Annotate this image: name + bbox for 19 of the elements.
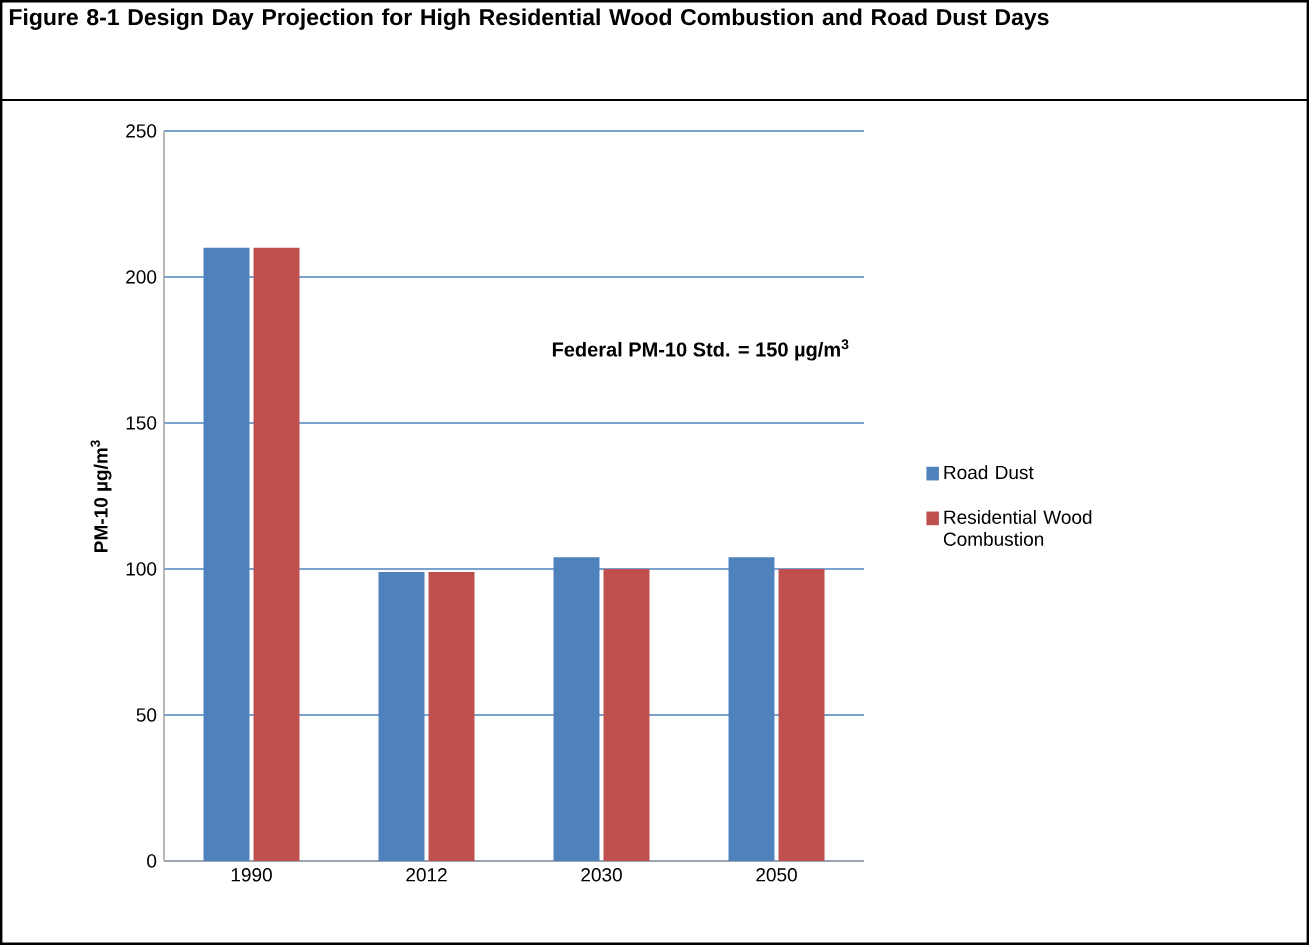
y-tick-label: 0	[147, 854, 157, 868]
y-tick-label: 150	[126, 416, 157, 430]
legend-label: Road Dust	[944, 465, 1034, 480]
bar	[603, 568, 650, 861]
y-tick-label: 200	[126, 270, 157, 284]
bar	[428, 571, 475, 861]
y-axis-title: PM-10 µg/m$^{3}$	[90, 440, 112, 552]
y-tick-label: 100	[126, 562, 157, 576]
y-tick-label: 50	[136, 708, 157, 722]
bar	[778, 568, 825, 861]
x-tick-label: 2030	[581, 868, 622, 882]
chart-title: Figure 8-1 Design Day Projection for High Residential Wood Combustion and Road Dust Days	[9, 8, 1049, 30]
legend-label: Residential Wood Combustion	[943, 509, 1092, 546]
bar	[253, 247, 300, 861]
x-tick-label: 2012	[406, 868, 447, 882]
x-tick-label: 2050	[756, 868, 797, 882]
x-tick-label: 1990	[231, 868, 272, 882]
y-tick-label: 250	[126, 124, 157, 138]
annotation: Federal PM-10 Std. = 150 µg/m$^{3}$	[552, 339, 849, 361]
